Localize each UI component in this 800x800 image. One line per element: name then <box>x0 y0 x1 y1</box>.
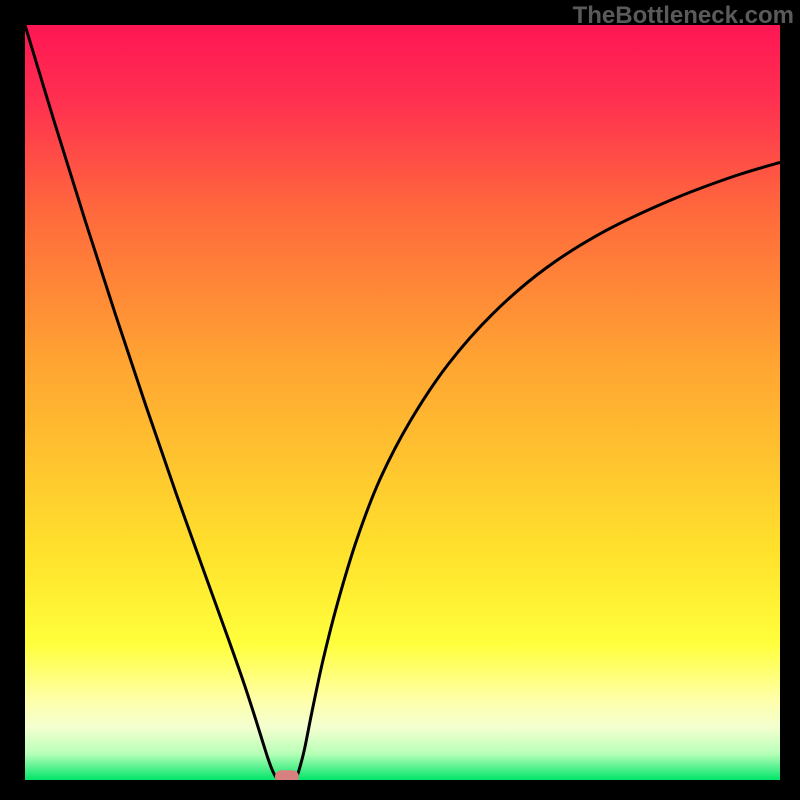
watermark-text: TheBottleneck.com <box>573 2 794 30</box>
chart-plot-area <box>25 25 780 780</box>
bottleneck-curve <box>25 25 780 780</box>
optimum-marker <box>275 770 299 780</box>
chart-curve-layer <box>25 25 780 780</box>
